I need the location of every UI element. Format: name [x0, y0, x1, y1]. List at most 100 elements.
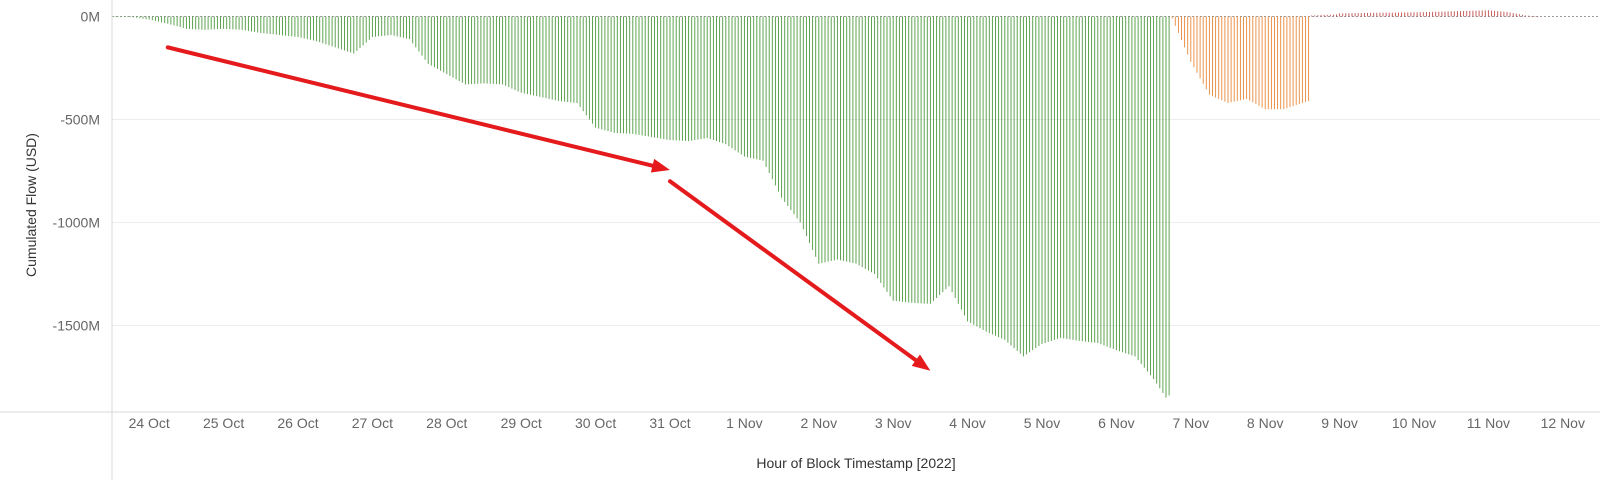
bar — [514, 16, 516, 90]
bar — [1081, 16, 1083, 342]
bar — [1072, 16, 1074, 340]
bar — [1456, 11, 1458, 17]
bar — [173, 16, 175, 26]
bar — [1401, 12, 1403, 17]
bar — [263, 16, 265, 34]
bar — [771, 16, 773, 180]
bar — [474, 16, 476, 84]
bar — [412, 16, 414, 44]
bar — [1125, 16, 1127, 354]
bar — [1016, 16, 1018, 351]
bar — [1429, 11, 1430, 17]
bar — [1534, 16, 1536, 17]
bar — [1382, 12, 1384, 17]
x-tick-label: 5 Nov — [1024, 415, 1061, 431]
bar — [979, 16, 981, 329]
bar — [650, 16, 652, 137]
bar — [1481, 10, 1483, 17]
bar — [1491, 10, 1492, 17]
bar — [1084, 16, 1086, 342]
bar — [774, 16, 776, 186]
bar — [567, 16, 569, 102]
x-tick-label: 11 Nov — [1467, 415, 1510, 431]
bar — [954, 16, 956, 299]
x-tick-label: 31 Oct — [649, 415, 690, 431]
bar — [130, 16, 132, 18]
bar — [446, 16, 448, 75]
bar — [740, 16, 742, 155]
bar — [402, 16, 404, 38]
bar — [1506, 11, 1508, 17]
bar — [1450, 11, 1452, 17]
bar — [1509, 12, 1511, 17]
bar — [1388, 12, 1390, 17]
bar — [133, 16, 135, 18]
bar — [1038, 16, 1040, 347]
bar — [1122, 16, 1124, 353]
arrow-shaft — [668, 179, 918, 363]
bar — [1063, 16, 1065, 339]
x-tick-label: 29 Oct — [501, 415, 542, 431]
bar — [164, 16, 166, 23]
bar — [151, 16, 153, 21]
bar — [449, 16, 451, 76]
bar — [886, 16, 888, 292]
x-tick-label: 28 Oct — [426, 415, 467, 431]
bar — [1181, 16, 1182, 41]
bar — [1159, 16, 1161, 389]
bar — [505, 16, 507, 86]
bar — [964, 16, 965, 316]
bar — [982, 16, 984, 330]
bar — [142, 16, 144, 19]
bar — [1044, 16, 1046, 343]
bar — [787, 16, 789, 207]
bar — [387, 16, 389, 36]
bar — [216, 16, 218, 30]
bar — [381, 16, 383, 37]
bar — [753, 16, 755, 159]
bar — [976, 16, 978, 327]
bar — [852, 16, 854, 263]
bar — [802, 16, 804, 230]
bar — [251, 16, 252, 32]
bar — [1515, 13, 1517, 17]
bar — [1320, 15, 1322, 17]
x-tick-label: 27 Oct — [352, 415, 393, 431]
bar — [1057, 16, 1058, 339]
bar — [145, 16, 147, 20]
bar — [1032, 16, 1034, 351]
bar — [1463, 10, 1465, 17]
bar — [1252, 16, 1254, 103]
bar — [1119, 16, 1120, 352]
bar — [269, 16, 271, 34]
bar — [117, 16, 119, 18]
bar — [533, 16, 535, 96]
bar — [1522, 14, 1523, 17]
bar — [973, 16, 975, 325]
bar — [960, 16, 962, 310]
bar — [654, 16, 655, 138]
bar — [526, 16, 528, 95]
bar — [1221, 16, 1223, 101]
bar — [1354, 13, 1356, 17]
bar — [489, 16, 491, 84]
bar — [520, 16, 522, 93]
bar — [861, 16, 863, 268]
bar — [697, 16, 699, 140]
bar — [871, 16, 872, 273]
bar — [241, 16, 243, 30]
bar — [325, 16, 327, 45]
bar — [511, 16, 513, 89]
bar — [1360, 13, 1362, 17]
bar — [855, 16, 857, 264]
bar — [309, 16, 311, 40]
bar — [247, 16, 249, 31]
bar — [719, 16, 721, 143]
bar — [328, 16, 330, 46]
bar — [356, 16, 358, 51]
bar — [1528, 15, 1530, 17]
bar — [629, 16, 631, 134]
bar — [1376, 12, 1378, 17]
bar — [849, 16, 851, 263]
bar — [1277, 16, 1279, 110]
